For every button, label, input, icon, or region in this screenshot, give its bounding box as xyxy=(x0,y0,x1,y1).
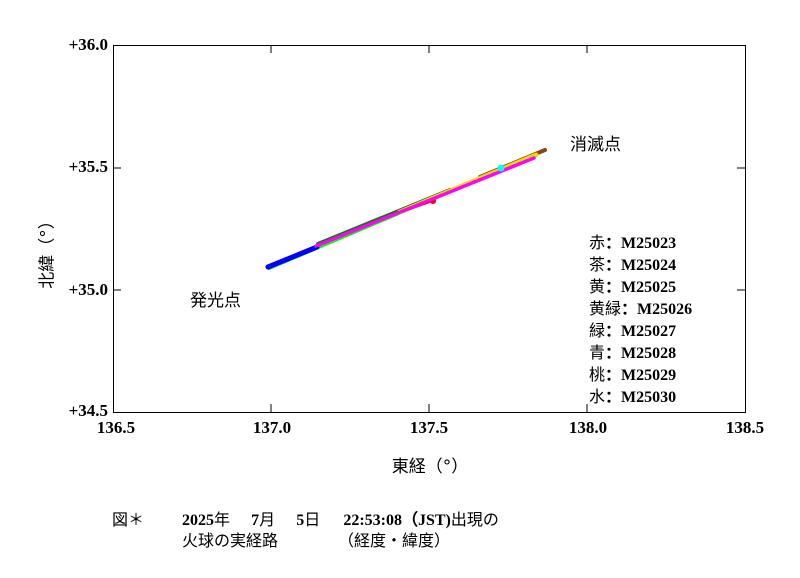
x-tick-label: 138.5 xyxy=(725,418,765,437)
start-point-label: 発光点 xyxy=(190,291,241,311)
legend-item: 緑：M25027 xyxy=(589,321,677,340)
figure-caption: 図＊ 2025年 7月 5日 22:53:08（JST)出現の 火球の実経路 （経度… xyxy=(112,510,672,551)
legend-item: 茶：M25024 xyxy=(589,255,677,274)
caption-line-1: 図＊ 2025年 7月 5日 22:53:08（JST)出現の xyxy=(112,510,499,529)
x-tick-label: 137.0 xyxy=(252,418,292,437)
end-point-label: 消滅点 xyxy=(570,135,621,155)
y-tick-label: +36.0 xyxy=(68,35,108,54)
y-tick-label: +35.5 xyxy=(68,157,108,176)
x-tick-label: 136.5 xyxy=(96,418,136,437)
series-pink xyxy=(314,156,536,248)
legend-item: 黄緑：M25026 xyxy=(589,299,693,318)
x-axis-title: 東経（°） xyxy=(391,457,469,477)
x-tick-label: 138.0 xyxy=(568,418,608,437)
legend-item: 青：M25028 xyxy=(589,343,677,362)
legend-item: 桃：M25029 xyxy=(589,365,677,384)
series-cyan xyxy=(497,164,505,172)
legend-item: 赤：M25023 xyxy=(589,233,677,252)
legend-item: 水：M25030 xyxy=(589,387,677,406)
series-blue xyxy=(265,244,320,270)
y-tick-label: +35.0 xyxy=(68,280,108,299)
y-tick-label: +34.5 xyxy=(68,401,108,420)
trajectory-series xyxy=(265,148,547,270)
x-tick-label: 137.5 xyxy=(409,418,449,437)
caption-line-2: 火球の実経路 （経度・緯度） xyxy=(182,531,451,550)
legend: 赤：M25023 茶：M25024 黄：M25025 黄緑：M25026 緑：M… xyxy=(589,232,692,408)
legend-item: 黄：M25025 xyxy=(589,277,677,296)
